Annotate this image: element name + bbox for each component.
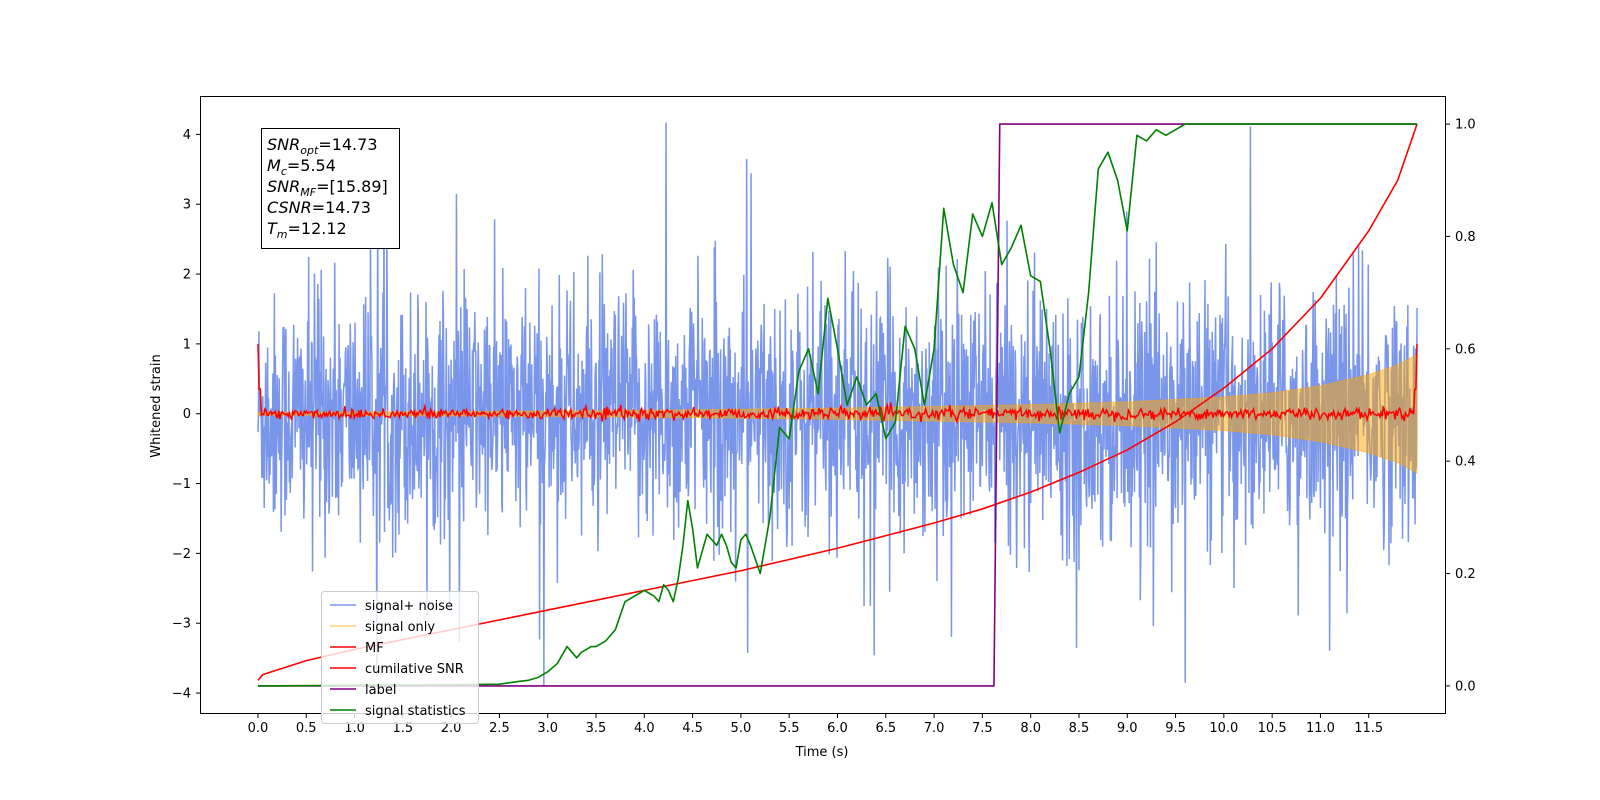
x-tick-label: 4.5 [682, 721, 703, 736]
x-tick-label: 0.5 [296, 721, 317, 736]
x-tick-label: 1.0 [344, 721, 365, 736]
y-axis-label: Whitened strain [149, 354, 164, 457]
y-tick-label: 3 [183, 198, 191, 213]
info-subscript: MF [300, 186, 316, 199]
x-axis-label: Time (s) [795, 745, 849, 760]
info-subscript: c [281, 165, 287, 178]
info-box-frame [261, 128, 400, 249]
y2-tick-label: 0.0 [1455, 679, 1476, 694]
x-tick-label: 8.5 [1069, 721, 1090, 736]
y-tick-label: 0 [183, 407, 191, 422]
info-symbol: SNR [267, 135, 300, 154]
x-tick-label: 11.5 [1354, 721, 1383, 736]
series-line-signal-noise [257, 122, 1418, 687]
x-tick-label: 5.0 [731, 721, 752, 736]
legend-label: signal only [365, 620, 435, 635]
legend-label: signal+ noise [365, 599, 453, 614]
y2-tick-label: 1.0 [1455, 118, 1476, 133]
info-value: =14.73 [312, 198, 371, 217]
x-tick-label: 3.0 [537, 721, 558, 736]
y2-tick-label: 0.8 [1455, 230, 1476, 245]
x-tick-label: 11.0 [1306, 721, 1335, 736]
info-value: =14.73 [318, 135, 377, 154]
x-tick-label: 6.0 [827, 721, 848, 736]
y-axis-right: 0.0 0.2 0.4 0.6 0.8 1.0 [1446, 118, 1476, 694]
x-tick-label: 2.5 [489, 721, 510, 736]
info-symbol: T [267, 219, 278, 238]
info-value: =12.12 [288, 219, 347, 238]
series-line-mf [257, 343, 1418, 425]
x-tick-label: 5.5 [779, 721, 800, 736]
x-tick-label: 6.5 [875, 721, 896, 736]
info-subscript: m [277, 228, 288, 241]
y2-tick-label: 0.4 [1455, 455, 1476, 470]
info-line: Tm=12.12 [267, 219, 347, 241]
info-box: SNRopt=14.73Mc=5.54SNRMF=[15.89]CSNR=14.… [261, 128, 400, 249]
x-tick-label: 9.5 [1165, 721, 1186, 736]
y-tick-label: −3 [172, 617, 191, 632]
y-tick-label: −4 [172, 687, 191, 702]
y-axis-left: −4 −3 −2 −1 0 1 2 3 4 [172, 128, 200, 702]
x-tick-label: 3.5 [586, 721, 607, 736]
x-tick-label: 7.0 [924, 721, 945, 736]
x-tick-label: 4.0 [634, 721, 655, 736]
info-symbol: SNR [267, 177, 300, 196]
y-tick-label: −2 [172, 547, 191, 562]
y-tick-label: −1 [172, 477, 191, 492]
x-tick-label: 10.5 [1258, 721, 1287, 736]
y2-tick-label: 0.2 [1455, 567, 1476, 582]
info-line: Mc=5.54 [267, 156, 336, 178]
info-subscript: opt [300, 144, 319, 157]
x-tick-label: 9.0 [1117, 721, 1138, 736]
info-line: SNRopt=14.73 [267, 135, 378, 157]
info-symbol: M [267, 156, 281, 175]
legend-label: cumilative SNR [365, 662, 464, 677]
x-tick-label: 2.0 [441, 721, 462, 736]
x-tick-label: 8.0 [1020, 721, 1041, 736]
y-tick-label: 4 [183, 128, 191, 143]
legend: signal+ noise signal only MF cumilative SNR… [321, 591, 479, 724]
info-value: =[15.89] [316, 177, 388, 196]
y2-tick-label: 0.6 [1455, 342, 1476, 357]
legend-label: MF [365, 641, 384, 656]
info-line: SNRMF=[15.89] [267, 177, 388, 199]
plot-area [257, 122, 1418, 687]
x-tick-label: 0.0 [248, 721, 269, 736]
plot-frame [200, 96, 1446, 714]
x-tick-label: 1.5 [392, 721, 413, 736]
legend-label: label [365, 683, 396, 698]
x-tick-label: 7.5 [972, 721, 993, 736]
x-axis: 0.0 0.5 1.0 1.5 2.0 2.5 3.0 3.5 4.0 4.5 5.0 5.5 6.0 6… [248, 714, 1383, 736]
y-tick-label: 2 [183, 268, 191, 283]
series-line-signal-statistics [257, 123, 1418, 687]
info-line: CSNR=14.73 [267, 198, 371, 217]
x-tick-label: 10.0 [1209, 721, 1238, 736]
y-tick-label: 1 [183, 337, 191, 352]
info-symbol: CSNR [267, 198, 312, 217]
legend-label: signal statistics [365, 704, 466, 719]
legend-frame [321, 591, 479, 724]
info-value: =5.54 [287, 156, 336, 175]
